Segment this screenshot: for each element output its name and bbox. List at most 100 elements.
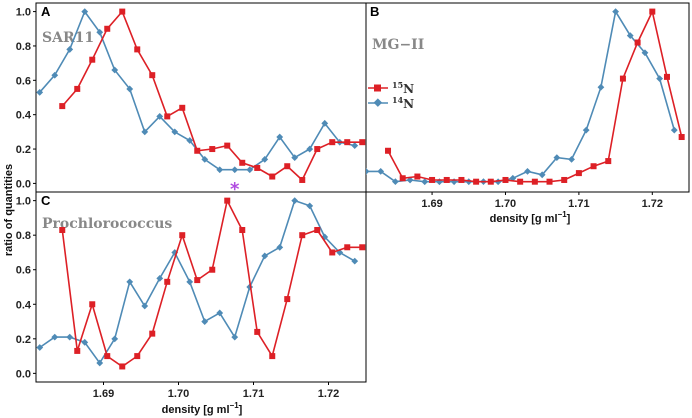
- legend-n15-label: 15N: [392, 80, 414, 96]
- y-axis-label: ratio of quantities: [3, 164, 15, 256]
- panel-c-letter: C: [41, 193, 51, 208]
- panel-b-xtick-label: 1.70: [495, 198, 516, 210]
- panel-a-n14-point: [156, 113, 164, 120]
- panel-b-n14-point: [366, 167, 370, 175]
- panel-a-n14-point: [291, 154, 299, 162]
- panel-c-n14-point: [36, 344, 44, 351]
- panel-b-plot: 1.69 1.70 1.71 1.72: [366, 8, 685, 210]
- panel-a-ytick-label: 0.8: [16, 41, 31, 53]
- panel-c-n15-point: [134, 353, 141, 360]
- panel-a-n15-point: [344, 139, 351, 146]
- panel-c-ytick-label: 0.6: [16, 265, 31, 277]
- panel-c-n14-point: [126, 278, 134, 286]
- panel-c-n15-point: [209, 266, 216, 273]
- panel-c-n14-point: [66, 333, 74, 341]
- panel-a-n14-point: [66, 46, 74, 53]
- panel-a-n15-point: [239, 159, 246, 166]
- panel-c-frame: [35, 191, 367, 383]
- panel-a-n15-point: [104, 25, 111, 32]
- panel-b-n15-point: [634, 39, 641, 46]
- panel-c-n15-point: [149, 330, 156, 337]
- panel-b-xlabel-sup: −1: [558, 210, 568, 219]
- panel-c-n14-point: [141, 302, 149, 310]
- panel-a-n14-point: [201, 156, 209, 163]
- panel-c-x-axis-label: density [g ml−1]: [162, 401, 243, 416]
- panel-c-n15-point: [179, 232, 186, 239]
- panel-a-n14-point: [36, 88, 44, 96]
- panel-b-n15-point: [517, 178, 524, 185]
- panel-b-n14-point: [597, 83, 605, 91]
- panel-c-n15-point: [284, 296, 291, 303]
- panel-c-ytick-label: 1.0: [16, 196, 31, 208]
- panel-b-n15-point: [575, 170, 582, 177]
- panel-b-n14-point: [670, 126, 678, 134]
- panel-c-n15-point: [89, 301, 96, 308]
- panel-c-xlabel-end: ]: [239, 404, 243, 416]
- panel-c-xtick-label: 1.70: [168, 388, 189, 400]
- panel-b-n15-point: [590, 163, 597, 170]
- panel-c-xtick-label: 1.69: [93, 388, 114, 400]
- panel-a-n14-point: [306, 145, 314, 153]
- panel-a-n15-point: [314, 146, 321, 153]
- panel-a-n14-point: [276, 133, 284, 141]
- panel-c-xtick-label: 1.72: [318, 388, 339, 400]
- panel-c-ytick-label: 0.8: [16, 230, 31, 242]
- panel-a-n15-line: [61, 10, 363, 182]
- panel-c-n15-point: [119, 363, 126, 370]
- panel-b-n14-line: [366, 9, 676, 183]
- panel-a-n14-point: [186, 137, 194, 144]
- panel-b-xtick-label: 1.69: [421, 198, 442, 210]
- panel-c-n14-point: [156, 275, 164, 282]
- panel-b-n15-point: [429, 176, 436, 183]
- legend-n15-text: N: [403, 82, 414, 96]
- panel-a-n15-point: [89, 56, 96, 63]
- panel-b-xtick-label: 1.72: [642, 198, 663, 210]
- panel-b-n14-point: [656, 75, 664, 83]
- panel-c-n14-point: [231, 333, 239, 341]
- panel-a-n14-point: [51, 71, 59, 79]
- panel-a-n15-point: [74, 85, 81, 92]
- panel-b-n14-point: [538, 171, 546, 179]
- panel-b-n15-point: [414, 173, 421, 180]
- panel-c-n15-point: [254, 328, 261, 335]
- panel-c-n15-point: [104, 353, 111, 360]
- panel-c-n15-point: [59, 227, 66, 233]
- panel-a-n15-point: [194, 147, 201, 154]
- panel-a-n15-point: [164, 113, 171, 120]
- legend: 15N 14N: [368, 80, 414, 111]
- panel-b-n15-point: [487, 178, 494, 185]
- panel-c-n14-point: [186, 278, 194, 286]
- panel-b-x-axis-label: density [g ml−1]: [490, 210, 571, 225]
- legend-n14-sup: 14: [392, 95, 404, 105]
- panel-a-n15-point: [119, 8, 126, 15]
- panel-a-n15-point: [224, 142, 231, 149]
- legend-n14-marker: [373, 98, 383, 107]
- panel-c-ytick-label: 0.4: [16, 299, 32, 311]
- panel-c-plot: 0.0 0.2 0.4 0.6 0.8 1.0 1.69 1.70 1.71 1.72 *: [16, 179, 366, 400]
- panel-c-n15-point: [164, 278, 171, 285]
- legend-n15-marker: [374, 84, 381, 92]
- panel-c-xlabel-sup: −1: [230, 401, 240, 410]
- legend-n14-label: 14N: [392, 95, 414, 111]
- panel-c-n15-point: [239, 227, 246, 233]
- panel-c-series-area: [36, 197, 366, 370]
- panel-b-n15-point: [531, 178, 538, 185]
- panel-b-title: MG−II: [372, 37, 424, 53]
- panel-c-n15-point: [74, 347, 81, 354]
- panel-a-series-area: [36, 8, 366, 183]
- panel-a-n15-point: [179, 104, 186, 111]
- panel-c-xlabel-main: density [g ml: [162, 404, 230, 416]
- panel-b-xtick-label: 1.71: [568, 198, 589, 210]
- panel-b-n14-point: [582, 126, 590, 134]
- panel-b-xlabel-end: ]: [567, 213, 571, 225]
- panel-a-n14-point: [111, 66, 119, 74]
- panel-a-letter: A: [41, 4, 51, 19]
- panel-a-n15-point: [149, 72, 156, 79]
- panel-c-n14-point: [201, 318, 209, 325]
- panel-b-n15-point: [443, 176, 450, 183]
- panel-b-n15-line: [387, 9, 683, 183]
- legend-n15-sup: 15: [392, 80, 403, 90]
- panel-b-frame: [365, 2, 690, 193]
- panel-c-ytick-label: 0.0: [16, 368, 31, 380]
- panel-c-n14-point: [81, 338, 89, 346]
